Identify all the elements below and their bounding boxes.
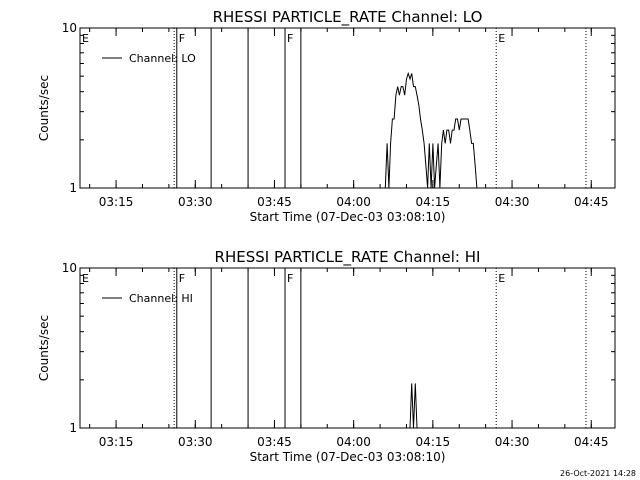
y-tick-label: 10	[62, 261, 77, 275]
y-tick-label: 1	[69, 421, 77, 435]
y-tick-label: 1	[69, 181, 77, 195]
event-marker-label: E	[498, 272, 505, 285]
chart-title: RHESSI PARTICLE_RATE Channel: LO	[213, 8, 483, 27]
event-marker-label: E	[82, 272, 89, 285]
event-marker-label: E	[498, 32, 505, 45]
series-line	[384, 71, 478, 189]
x-tick-label: 03:30	[178, 195, 213, 209]
legend-entry: Channel: HI	[129, 292, 193, 305]
event-marker-label: F	[179, 32, 185, 45]
y-axis-label: Counts/sec	[37, 315, 51, 381]
x-axis-label: Start Time (07-Dec-03 03:08:10)	[250, 450, 446, 464]
event-marker-label: E	[82, 32, 89, 45]
x-axis-label: Start Time (07-Dec-03 03:08:10)	[250, 210, 446, 224]
x-tick-label: 04:30	[495, 435, 530, 449]
series-line	[409, 383, 418, 429]
x-tick-label: 03:15	[99, 435, 134, 449]
x-tick-label: 04:30	[495, 195, 530, 209]
x-tick-label: 03:30	[178, 435, 213, 449]
x-tick-label: 04:15	[416, 435, 451, 449]
y-axis-label: Counts/sec	[37, 75, 51, 141]
event-marker-label: F	[179, 272, 185, 285]
x-tick-label: 04:00	[336, 195, 371, 209]
y-tick-label: 10	[62, 21, 77, 35]
chart-title: RHESSI PARTICLE_RATE Channel: HI	[215, 248, 481, 267]
x-tick-label: 04:45	[574, 195, 609, 209]
x-tick-label: 03:45	[257, 195, 292, 209]
x-tick-label: 04:00	[336, 435, 371, 449]
event-marker-label: F	[287, 272, 293, 285]
x-tick-label: 04:15	[416, 195, 451, 209]
x-tick-label: 04:45	[574, 435, 609, 449]
footer-timestamp: 26-Oct-2021 14:28	[560, 469, 636, 478]
x-tick-label: 03:15	[99, 195, 134, 209]
event-marker-label: F	[287, 32, 293, 45]
x-tick-label: 03:45	[257, 435, 292, 449]
legend-entry: Channel: LO	[129, 52, 196, 65]
